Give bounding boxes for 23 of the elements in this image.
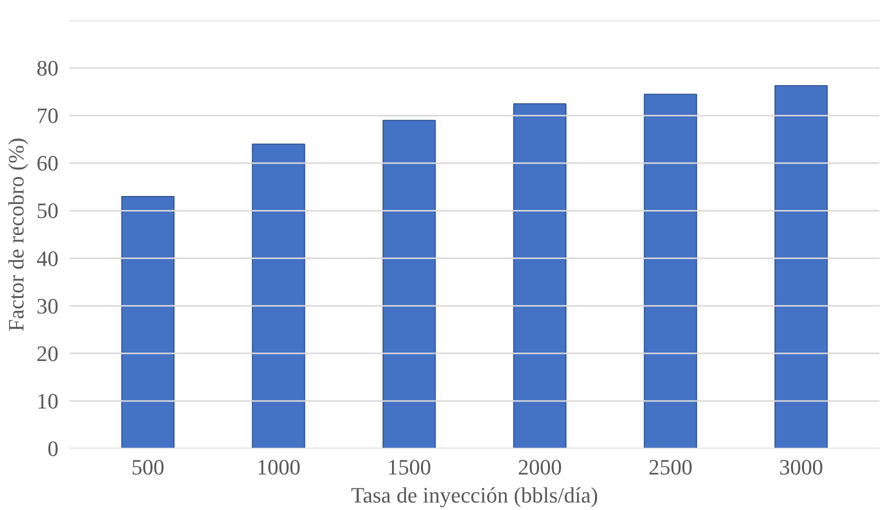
y-tick-label: 50 — [36, 198, 58, 224]
y-tick-label: 20 — [36, 340, 58, 366]
y-tick-label: 40 — [36, 246, 58, 271]
bar — [513, 103, 566, 448]
x-tick-label: 1000 — [256, 454, 301, 480]
bar — [644, 94, 698, 448]
bar — [382, 120, 436, 448]
x-tick-label: 1500 — [387, 454, 432, 480]
y-tick-label: 80 — [36, 56, 58, 81]
x-tick-label: 2500 — [648, 454, 692, 480]
bar — [774, 85, 828, 448]
y-tick-label: 30 — [36, 293, 58, 318]
y-axis-title: Factor de recobro (%) — [4, 138, 28, 332]
x-tick-label: 500 — [131, 454, 164, 480]
x-tick-label: 2000 — [518, 454, 562, 480]
y-tick-label: 60 — [36, 150, 58, 176]
x-axis-title: Tasa de inyección (bbls/día) — [350, 482, 598, 508]
y-tick-label: 0 — [48, 436, 58, 461]
x-tick-label: 3000 — [779, 454, 824, 480]
bar — [252, 144, 306, 448]
y-tick-label: 70 — [36, 103, 58, 128]
y-tick-label: 10 — [36, 388, 58, 414]
bar — [121, 196, 175, 448]
